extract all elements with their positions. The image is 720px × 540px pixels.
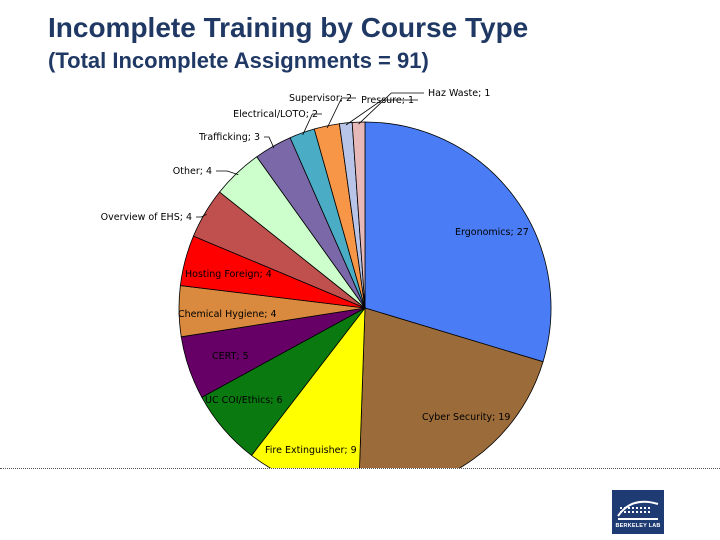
pie-slice-cyber-security	[359, 307, 544, 468]
data-label: Haz Waste; 1	[428, 88, 490, 99]
data-label: Supervisor; 2	[289, 93, 352, 104]
lab-dome-icon	[617, 500, 659, 520]
pie-slice-fire-extinguisher	[250, 306, 366, 468]
footer-divider	[0, 468, 720, 469]
data-label: Other; 4	[173, 166, 212, 177]
leader-line	[326, 97, 356, 129]
pie-slice-haz-waste	[351, 121, 366, 309]
leader-line	[345, 99, 418, 126]
page-title: Incomplete Training by Course Type	[48, 12, 529, 43]
leader-line	[264, 136, 275, 149]
data-label: Electrical/LOTO; 2	[233, 109, 318, 120]
leader-line	[302, 113, 322, 136]
data-label: Cyber Security; 19	[422, 412, 510, 423]
data-label: Hosting Foreign; 4	[185, 269, 272, 280]
leader-line	[358, 92, 424, 125]
page-subtitle: (Total Incomplete Assignments = 91)	[48, 48, 429, 73]
data-label: CERT; 5	[212, 351, 249, 362]
data-label: Fire Extinguisher; 9	[265, 445, 357, 456]
data-label: Chemical Hygiene; 4	[178, 309, 277, 320]
leader-line	[216, 170, 239, 175]
data-label: UC COI/Ethics; 6	[205, 395, 283, 406]
data-label: Overview of EHS; 4	[101, 212, 192, 223]
pie-slice-ergonomics	[364, 121, 552, 363]
data-label: Pressure; 1	[361, 95, 414, 106]
leader-line	[196, 213, 207, 218]
data-label: Ergonomics; 27	[455, 227, 529, 238]
logo-text: BERKELEY LAB	[615, 523, 661, 529]
berkeley-lab-logo: BERKELEY LAB	[612, 490, 664, 534]
data-label: Trafficking; 3	[198, 132, 260, 143]
pie-chart: Ergonomics; 27 Cyber Security; 19 Fire Ext…	[101, 88, 552, 468]
